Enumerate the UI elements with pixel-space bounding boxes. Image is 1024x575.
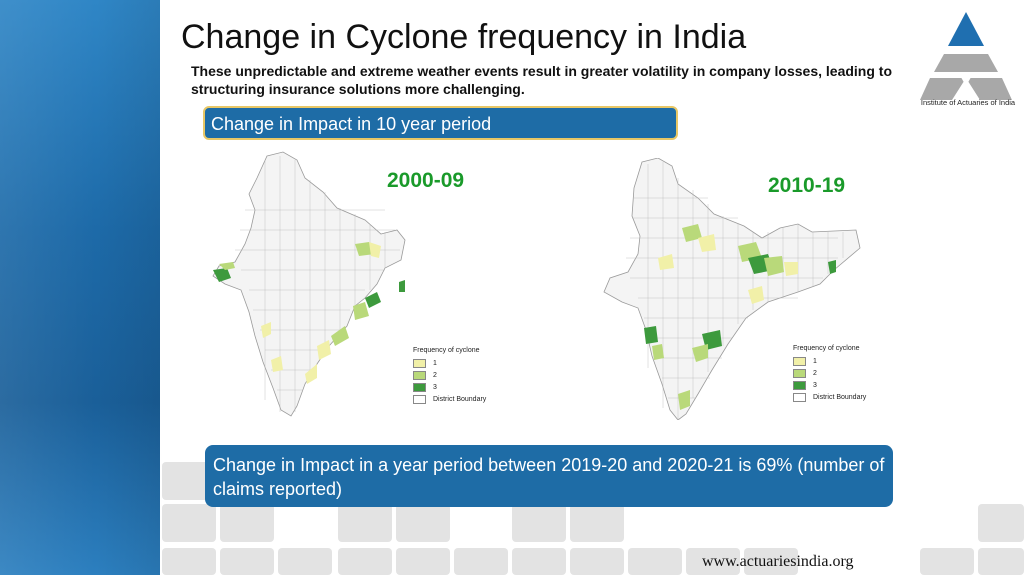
legend-item: 3 [793, 379, 866, 391]
legend-title: Frequency of cyclone [413, 347, 480, 354]
legend-item: 1 [413, 357, 486, 369]
legend-title: Frequency of cyclone [793, 345, 860, 352]
cyclone-frequency-patches-2010-19 [644, 224, 836, 410]
legend-item: 2 [793, 367, 866, 379]
legend-item: District Boundary [793, 391, 866, 403]
legend-item: 3 [413, 381, 486, 393]
legend-item: 1 [793, 355, 866, 367]
india-map-2010-19 [603, 158, 861, 420]
footer-url: www.actuariesindia.org [702, 553, 854, 570]
slide-title: Change in Cyclone frequency in India [181, 18, 747, 56]
legend-2000-09: Frequency of cyclone 1 2 3 District Boun… [413, 347, 486, 405]
period-label-2010-19: 2010-19 [768, 174, 846, 197]
impact-10yr-box: Change in Impact in 10 year period [203, 106, 678, 140]
cyclone-frequency-patches-2000-09 [213, 242, 405, 384]
legend-item: 2 [413, 369, 486, 381]
background-tiles [160, 450, 1024, 575]
institute-logo [920, 12, 1012, 100]
india-map-2000-09 [212, 151, 406, 417]
logo-caption: Institute of Actuaries of India [920, 98, 1016, 107]
legend-item: District Boundary [413, 393, 486, 405]
slide-subtitle: These unpredictable and extreme weather … [191, 63, 892, 97]
left-decorative-band [0, 0, 160, 575]
impact-1yr-box: Change in Impact in a year period betwee… [205, 445, 893, 507]
period-label-2000-09: 2000-09 [387, 169, 465, 192]
legend-2010-19: Frequency of cyclone 1 2 3 District Boun… [793, 345, 866, 403]
